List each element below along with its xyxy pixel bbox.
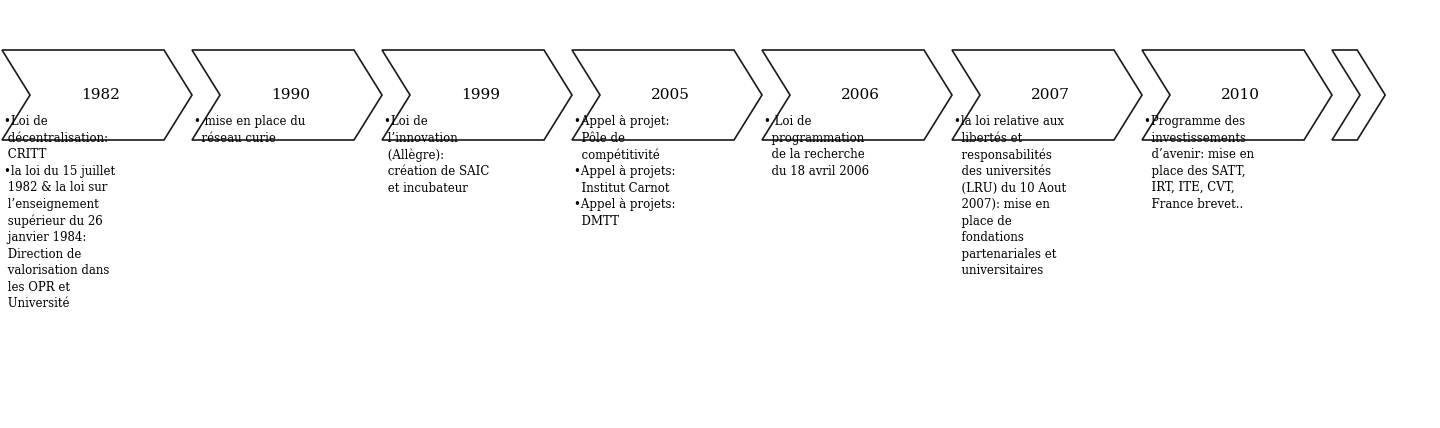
Text: •Programme des
  investissements
  d’avenir: mise en
  place des SATT,
  IRT, IT: •Programme des investissements d’avenir:…	[1143, 115, 1254, 211]
Text: •Loi de
 l’innovation
 (Allègre):
 création de SAIC
 et incubateur: •Loi de l’innovation (Allègre): création…	[384, 115, 490, 195]
Text: 1990: 1990	[271, 88, 310, 102]
Text: 2007: 2007	[1031, 88, 1070, 102]
Text: •Appel à projet:
  Pôle de
  compétitivité
•Appel à projets:
  Institut Carnot
•: •Appel à projet: Pôle de compétitivité •…	[575, 115, 675, 228]
Text: 2006: 2006	[841, 88, 880, 102]
Text: •Loi de
 décentralisation:
 CRITT
•la loi du 15 juillet
 1982 & la loi sur
 l’en: •Loi de décentralisation: CRITT •la loi …	[4, 115, 115, 310]
Polygon shape	[572, 50, 762, 140]
Polygon shape	[192, 50, 382, 140]
Polygon shape	[952, 50, 1142, 140]
Text: 2010: 2010	[1221, 88, 1260, 102]
Text: • mise en place du
  réseau curie: • mise en place du réseau curie	[194, 115, 305, 145]
Polygon shape	[1142, 50, 1332, 140]
Text: 1982: 1982	[81, 88, 120, 102]
Text: •la loi relative aux
  libertés et
  responsabilités
  des universités
  (LRU) d: •la loi relative aux libertés et respons…	[953, 115, 1066, 277]
Polygon shape	[382, 50, 572, 140]
Text: • Loi de
  programmation
  de la recherche
  du 18 avril 2006: • Loi de programmation de la recherche d…	[765, 115, 870, 178]
Polygon shape	[1, 50, 192, 140]
Polygon shape	[1332, 50, 1385, 140]
Text: 1999: 1999	[461, 88, 500, 102]
Text: 2005: 2005	[651, 88, 690, 102]
Polygon shape	[762, 50, 952, 140]
